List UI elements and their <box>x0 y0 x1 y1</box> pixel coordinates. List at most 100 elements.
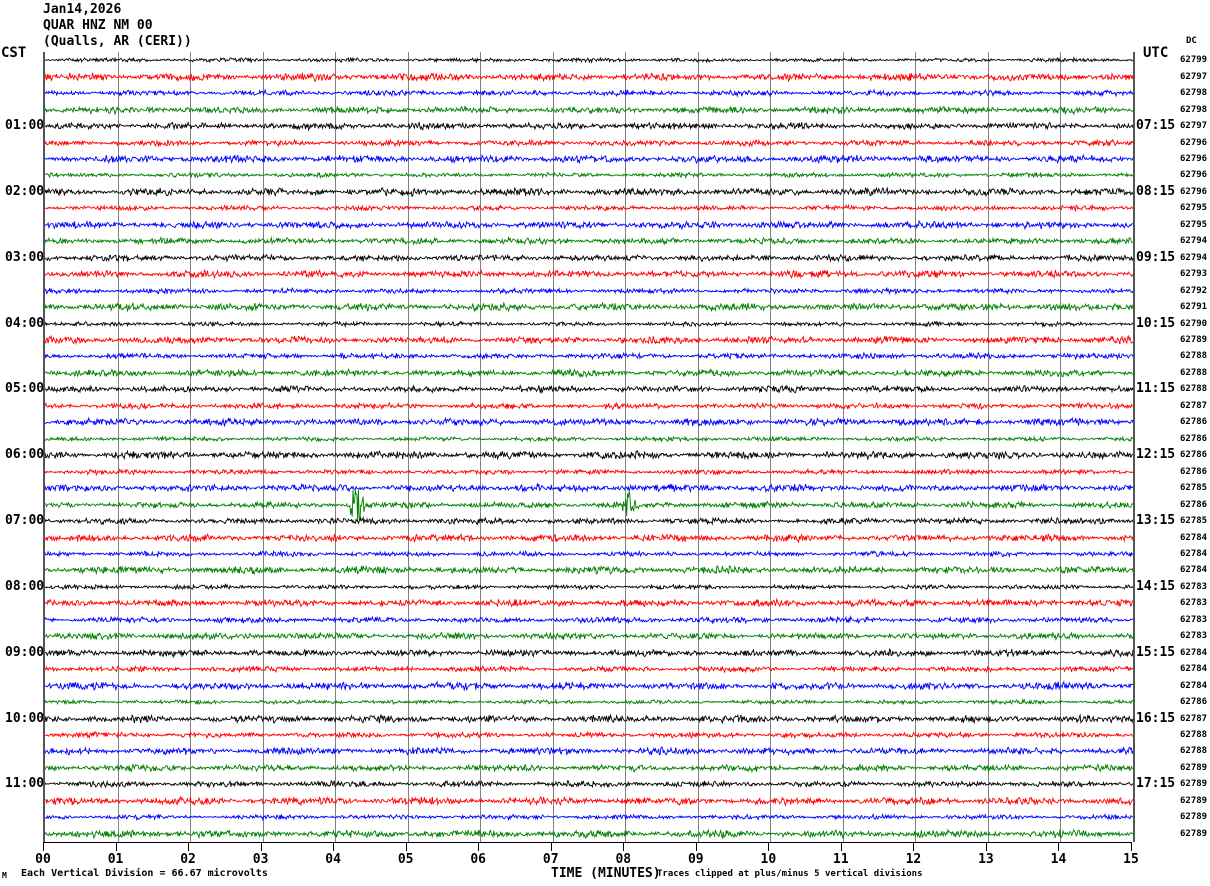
x-tick-label: 11 <box>833 852 849 867</box>
x-tick-major <box>768 842 770 851</box>
x-tick-label: 00 <box>35 852 51 867</box>
dc-value: 62796 <box>1180 186 1208 197</box>
x-tick-label: 02 <box>180 852 196 867</box>
dc-value: 62786 <box>1180 499 1208 510</box>
dc-value: 62795 <box>1180 203 1208 214</box>
dc-value: 62786 <box>1180 433 1208 444</box>
seismic-trace <box>44 126 1134 160</box>
dc-value: 62786 <box>1180 450 1208 461</box>
dc-value: 62786 <box>1180 417 1208 428</box>
left-hour-label: 05:00 <box>5 381 45 397</box>
dc-value: 62787 <box>1180 400 1208 411</box>
x-tick-label: 12 <box>905 852 922 867</box>
seismic-trace <box>44 455 1134 489</box>
seismic-trace <box>44 60 1134 94</box>
dc-value: 62797 <box>1180 71 1208 82</box>
seismic-trace <box>44 109 1134 143</box>
gridline-minute-02 <box>190 52 192 842</box>
seismic-trace <box>44 784 1134 818</box>
seismic-trace <box>44 488 1134 522</box>
dc-value: 62798 <box>1180 88 1208 99</box>
clip-note: Traces clipped at plus/minus 5 vertical … <box>657 869 923 879</box>
right-hour-label: 08:15 <box>1136 183 1176 199</box>
dc-value: 62784 <box>1180 647 1208 658</box>
seismic-trace <box>44 323 1134 357</box>
dc-value: 62791 <box>1180 302 1208 313</box>
seismic-trace <box>44 734 1134 768</box>
dc-value: 62783 <box>1180 598 1208 609</box>
x-tick-major <box>333 842 335 851</box>
seismic-trace <box>44 257 1134 291</box>
x-tick-label: 08 <box>615 852 632 867</box>
dc-value: 62790 <box>1180 318 1208 329</box>
x-tick-major <box>550 842 552 851</box>
seismic-trace <box>44 521 1134 555</box>
dc-value: 62788 <box>1180 351 1208 362</box>
dc-value: 62787 <box>1180 713 1208 724</box>
x-tick-label: 13 <box>978 852 994 867</box>
dc-value: 62784 <box>1180 664 1208 675</box>
gridline-minute-07 <box>552 52 554 842</box>
seismic-trace <box>44 471 1134 505</box>
gridline-minute-11 <box>842 52 844 842</box>
dc-value: 62799 <box>1180 55 1208 66</box>
dc-value: 62794 <box>1180 252 1208 263</box>
header-date: Jan14,2026 <box>43 2 122 17</box>
seismic-trace <box>44 570 1134 604</box>
dc-value: 62785 <box>1180 483 1208 494</box>
dc-value: 62784 <box>1180 680 1208 691</box>
seismic-trace <box>44 158 1134 192</box>
dc-value: 62788 <box>1180 384 1208 395</box>
seismic-trace <box>44 43 1134 77</box>
gridline-minute-01 <box>117 52 119 842</box>
left-hour-label: 07:00 <box>5 513 45 529</box>
seismic-trace <box>44 389 1134 423</box>
vertical-division-note: Each Vertical Division = 66.67 microvolt… <box>21 868 268 879</box>
seismic-trace <box>44 175 1134 209</box>
x-axis-title: TIME (MINUTES) <box>551 866 661 881</box>
dc-value: 62783 <box>1180 614 1208 625</box>
seismic-trace <box>44 422 1134 456</box>
seismic-trace <box>44 636 1134 670</box>
dc-value: 62788 <box>1180 746 1208 757</box>
x-tick-major <box>985 842 987 851</box>
seismic-trace <box>44 537 1134 571</box>
x-tick-label: 07 <box>542 852 559 867</box>
dc-value: 62789 <box>1180 828 1208 839</box>
seismic-trace <box>44 438 1133 472</box>
x-tick-major <box>913 842 915 851</box>
x-tick-major <box>1058 842 1060 851</box>
dc-value: 62794 <box>1180 236 1208 247</box>
left-hour-label: 08:00 <box>5 578 45 594</box>
gridline-minute-03 <box>262 52 264 842</box>
left-hour-label: 11:00 <box>5 776 45 792</box>
gridline-minute-13 <box>987 52 989 842</box>
x-tick-major <box>115 842 117 851</box>
corner-mark: M <box>2 871 7 880</box>
gridline-minute-06 <box>480 52 482 842</box>
right-hour-label: 11:15 <box>1136 381 1176 397</box>
dc-value: 62796 <box>1180 137 1208 148</box>
right-hour-label: 12:15 <box>1136 447 1176 463</box>
dc-value: 62789 <box>1180 779 1208 790</box>
helicorder-plot[interactable] <box>43 52 1135 842</box>
x-tick-label: 06 <box>470 852 487 867</box>
seismic-trace <box>44 619 1134 653</box>
right-hour-label: 16:15 <box>1136 710 1176 726</box>
seismic-trace <box>44 652 1134 686</box>
seismic-trace <box>44 751 1134 785</box>
left-timezone-label: CST <box>1 45 27 61</box>
x-tick-major <box>623 842 625 851</box>
x-tick-major <box>405 842 407 851</box>
x-tick-label: 03 <box>252 852 269 867</box>
seismic-trace <box>44 800 1134 834</box>
x-tick-label: 14 <box>1050 852 1067 867</box>
left-hour-label: 01:00 <box>5 118 45 134</box>
x-tick-major <box>840 842 842 851</box>
seismic-trace <box>44 405 1134 439</box>
gridline-minute-09 <box>697 52 699 842</box>
dc-value: 62789 <box>1180 762 1208 773</box>
dc-value: 62795 <box>1180 219 1208 230</box>
seismic-trace <box>44 339 1134 373</box>
seismic-trace <box>44 685 1134 719</box>
